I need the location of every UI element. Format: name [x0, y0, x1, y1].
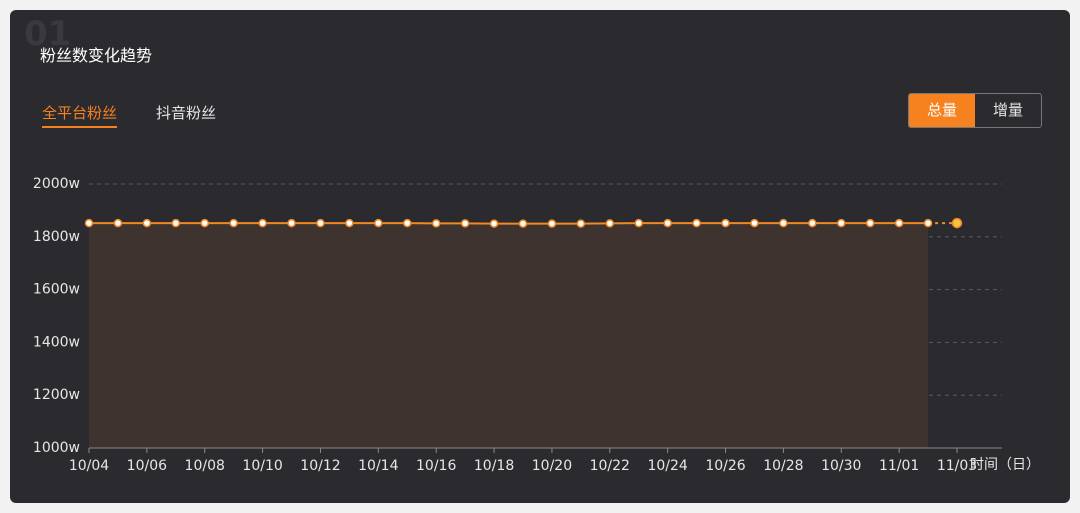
toggle-button[interactable]: 增量: [992, 101, 1023, 119]
point: [692, 218, 701, 228]
watermark: 01: [24, 14, 72, 54]
point: [403, 218, 412, 228]
area: [89, 223, 929, 448]
point: [460, 219, 470, 228]
y-tick-label: 1400w: [33, 334, 80, 350]
x-tick-label: 11/01: [879, 458, 919, 474]
point: [547, 219, 557, 228]
x-tick-label: 10/24: [647, 458, 687, 474]
y-tick-label: 1800w: [33, 229, 80, 245]
point: [634, 218, 643, 228]
line: [89, 222, 929, 225]
point: [258, 218, 267, 228]
x-tick-label: 10/18: [474, 458, 514, 474]
x-axis-label: 时间（日）: [970, 457, 1040, 473]
x-tick-label: 10/20: [532, 458, 572, 474]
x-tick-label: 10/16: [416, 458, 456, 474]
y-tick-label: 1000w: [33, 440, 80, 456]
point: [142, 218, 152, 228]
point: [865, 218, 875, 228]
point: [374, 218, 383, 228]
point: [894, 218, 904, 228]
x-tick-label: 11/03: [937, 458, 977, 474]
y-tick-label: 1200w: [33, 387, 80, 403]
point: [837, 218, 846, 228]
x-tick-label: 10/08: [185, 458, 225, 474]
y-tick-label: 1600w: [33, 282, 80, 298]
point: [923, 218, 933, 228]
point: [113, 218, 123, 228]
y-tick-label: 2000w: [33, 176, 80, 192]
point: [431, 219, 441, 228]
x-tick-label: 10/04: [69, 458, 109, 474]
x-tick-label: 10/06: [127, 458, 167, 474]
point: [200, 218, 209, 228]
point: [605, 219, 615, 228]
point: [518, 219, 528, 228]
card-title: 粉丝数变化趋势: [40, 46, 153, 65]
point: [779, 218, 788, 228]
x-tick-label: 10/12: [300, 458, 340, 474]
point: [721, 218, 730, 228]
point: [750, 218, 759, 228]
point: [345, 218, 354, 228]
tab[interactable]: 全平台粉丝: [42, 102, 118, 128]
x-tick-label: 10/28: [763, 458, 803, 474]
toggle: 总量 增量: [908, 93, 1042, 128]
point: [576, 219, 586, 228]
point: [316, 218, 325, 228]
x-tick-label: 10/26: [705, 458, 745, 474]
point: [489, 219, 499, 228]
point: [229, 218, 238, 228]
x-tick-label: 10/10: [242, 458, 282, 474]
x-tick-label: 10/30: [821, 458, 861, 474]
point: [84, 218, 94, 228]
point: [663, 218, 672, 228]
toggle-button[interactable]: 总量: [909, 94, 975, 127]
x-tick-label: 10/14: [358, 458, 398, 474]
point: [808, 218, 817, 228]
x-tick-label: 10/22: [590, 458, 630, 474]
point: [171, 218, 181, 228]
point: [951, 217, 963, 229]
point: [287, 218, 296, 228]
tab[interactable]: 抖音粉丝: [156, 104, 217, 122]
